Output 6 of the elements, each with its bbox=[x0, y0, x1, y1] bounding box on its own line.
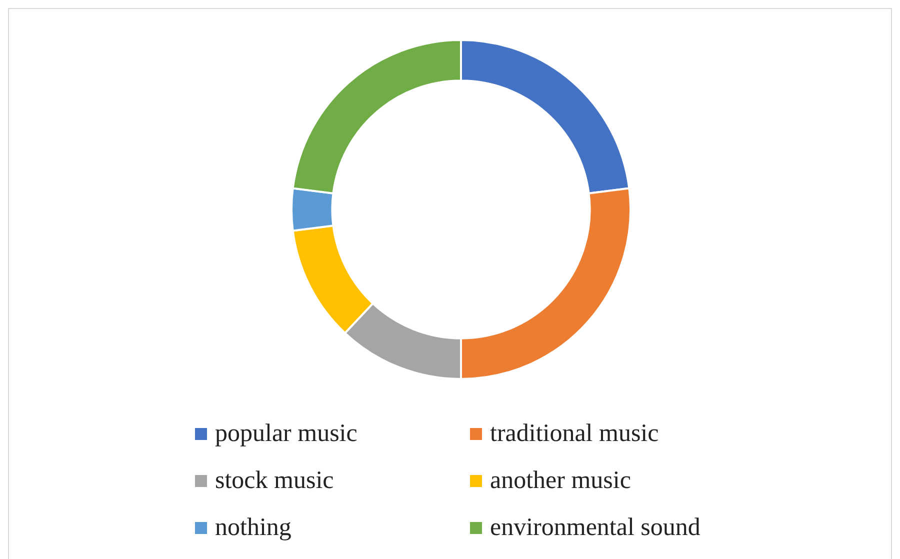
legend-label: popular music bbox=[215, 420, 358, 448]
legend-label: traditional music bbox=[490, 420, 659, 448]
legend-label: nothing bbox=[215, 514, 292, 542]
legend-label: environmental sound bbox=[490, 514, 700, 542]
legend-label: another music bbox=[490, 467, 631, 495]
legend-label: stock music bbox=[215, 467, 334, 495]
